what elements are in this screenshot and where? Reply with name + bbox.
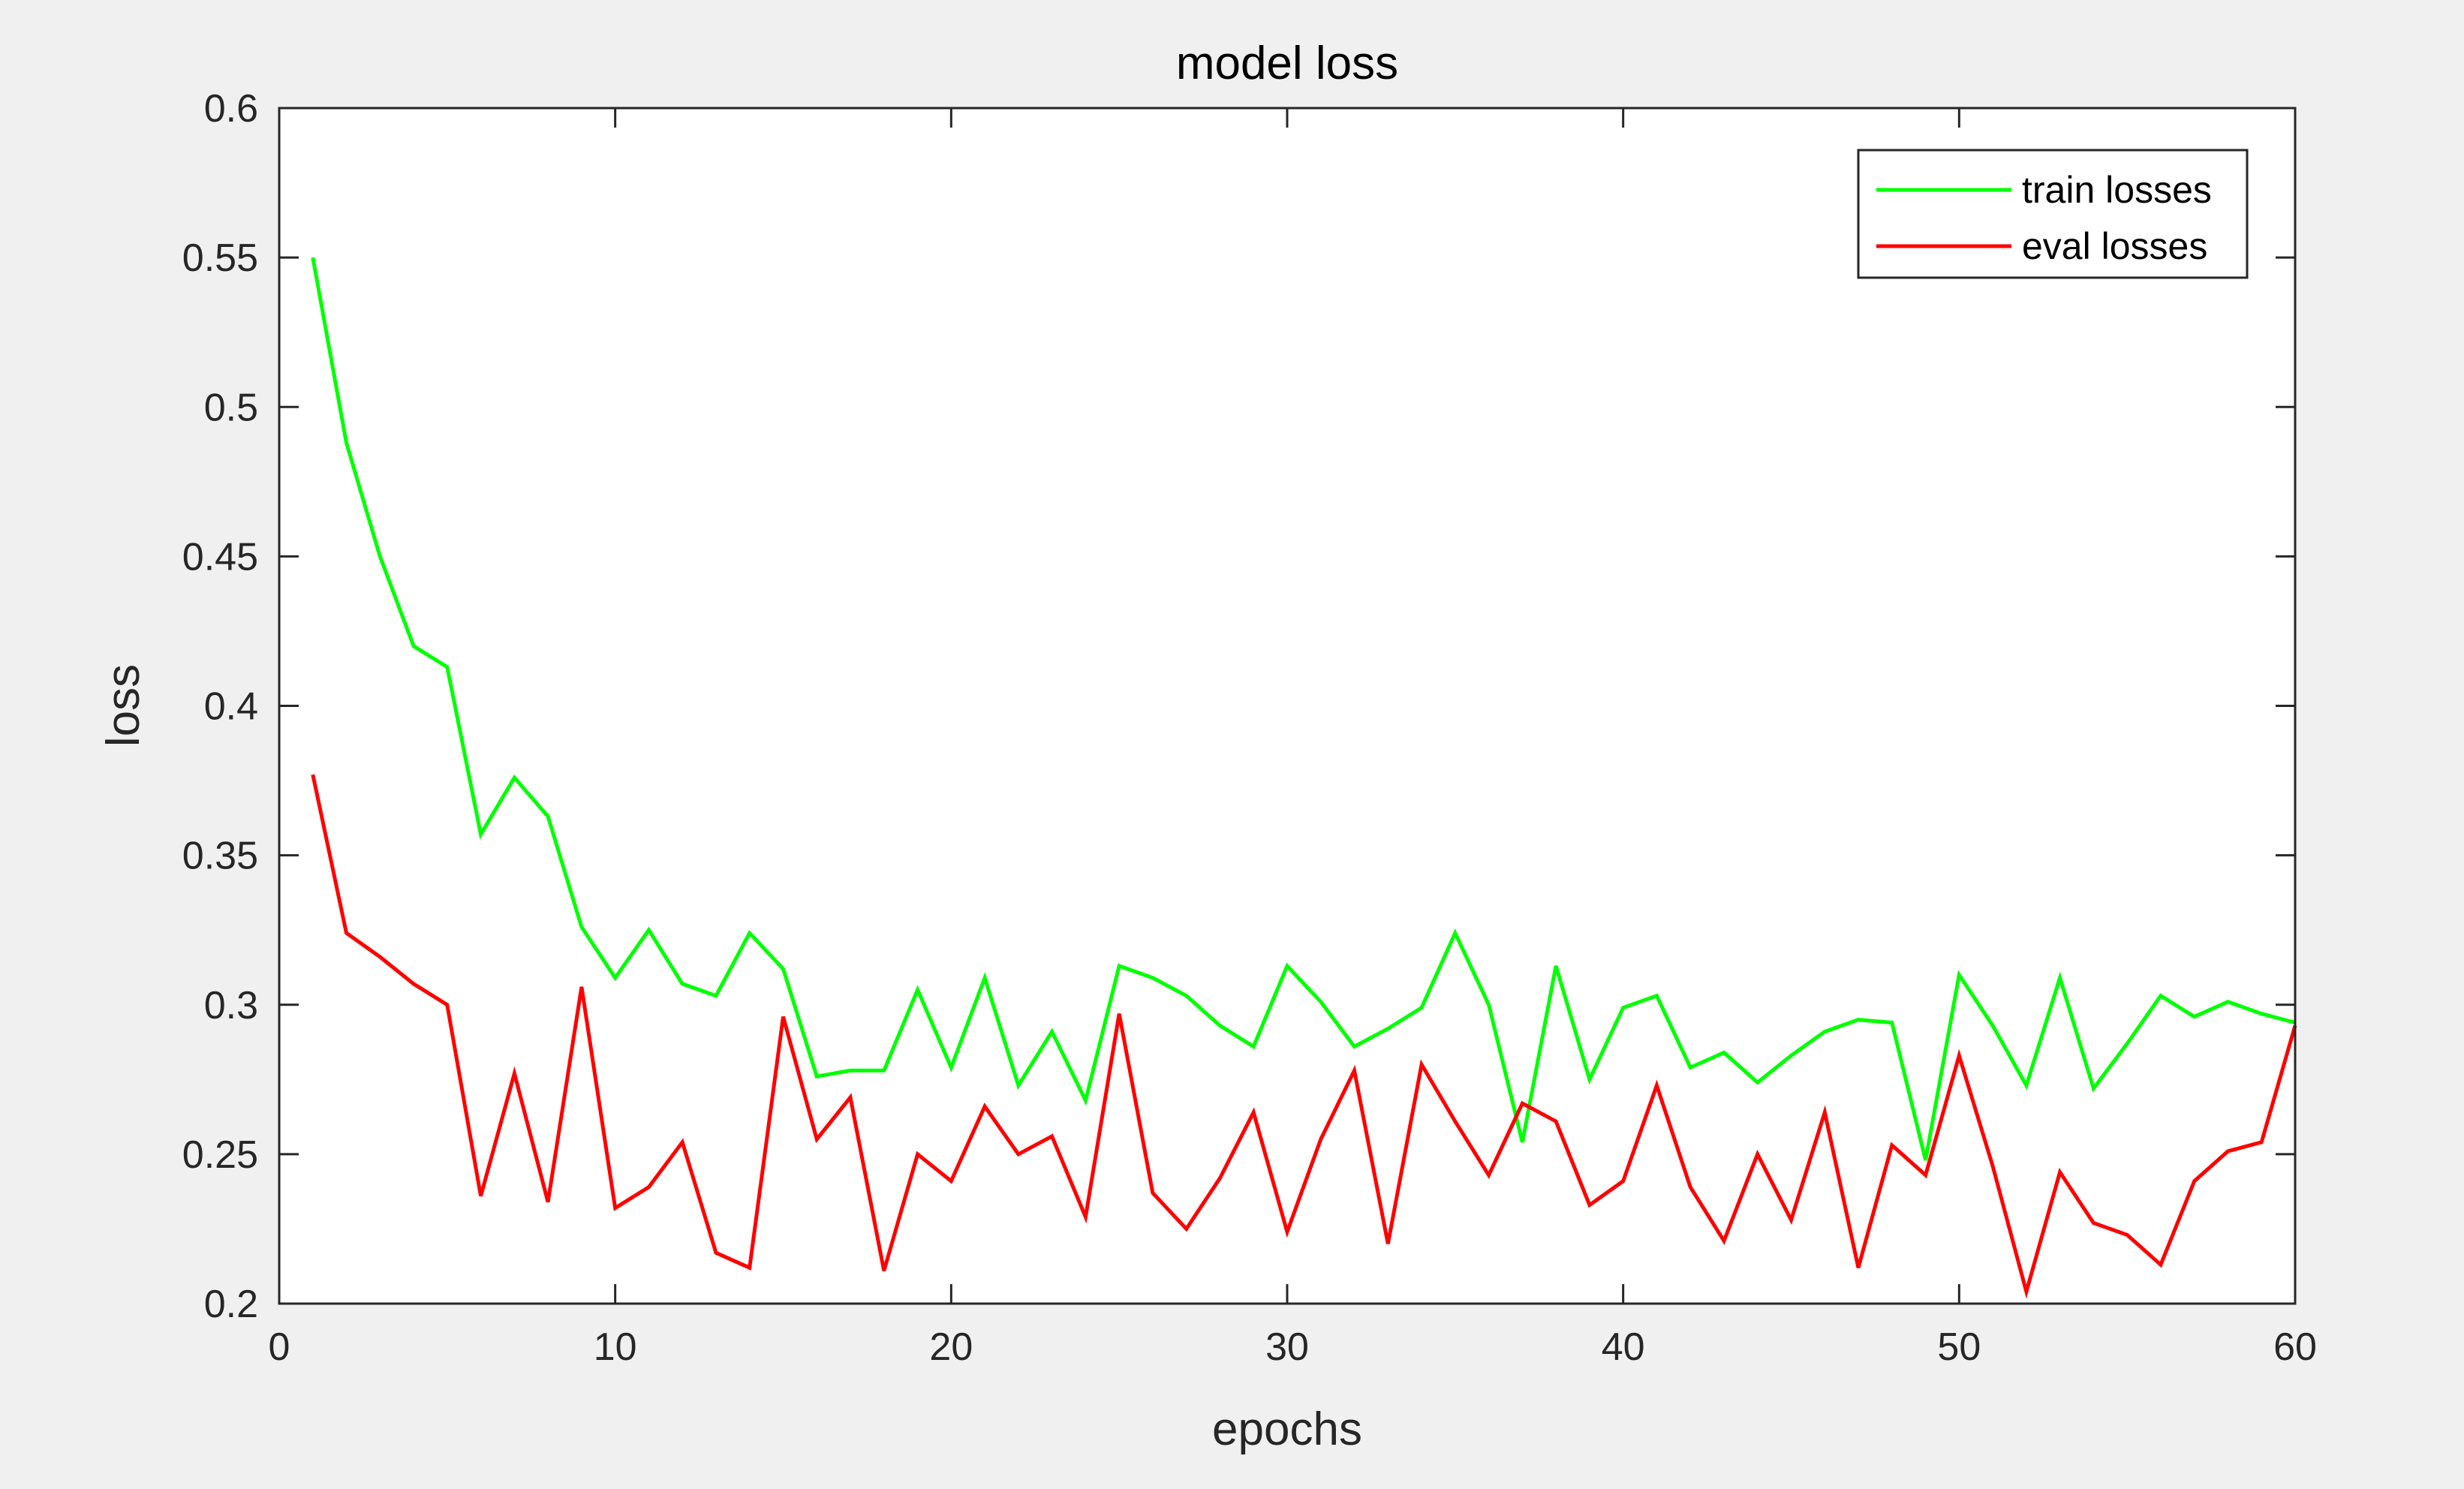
y-tick-label: 0.6 bbox=[204, 87, 258, 131]
y-axis-label: loss bbox=[98, 664, 149, 747]
plot-area bbox=[279, 108, 2295, 1304]
y-tick-label: 0.55 bbox=[182, 236, 258, 280]
series-line-train-losses bbox=[311, 257, 2296, 1161]
legend-label-eval-losses: eval losses bbox=[2022, 225, 2207, 267]
x-tick-label: 40 bbox=[1602, 1325, 1645, 1369]
chart-title: model loss bbox=[1176, 38, 1398, 89]
x-tick-label: 50 bbox=[1937, 1325, 1981, 1369]
x-tick-label: 20 bbox=[929, 1325, 973, 1369]
x-tick-label: 0 bbox=[269, 1325, 290, 1369]
series-layer bbox=[311, 257, 2297, 1299]
x-tick-label: 10 bbox=[594, 1325, 637, 1369]
y-tick-label: 0.3 bbox=[204, 984, 258, 1027]
x-tick-label: 60 bbox=[2273, 1325, 2317, 1369]
x-axis-label: epochs bbox=[1212, 1403, 1362, 1455]
legend-box bbox=[1857, 149, 2249, 279]
x-tick-label: 30 bbox=[1265, 1325, 1309, 1369]
series-line-eval-losses bbox=[311, 774, 2297, 1299]
y-tick-label: 0.2 bbox=[204, 1283, 258, 1326]
y-tick-label: 0.45 bbox=[182, 535, 258, 579]
tick-layer: 0 10 20 30 40 50 60 0.2 0.25 0.3 0.35 0.4 0.45 0.5 0.5… bbox=[182, 87, 2317, 1369]
y-tick-label: 0.4 bbox=[204, 685, 258, 729]
y-tick-label: 0.5 bbox=[204, 386, 258, 429]
legend: train losses eval losses bbox=[1857, 149, 2249, 279]
y-tick-label: 0.25 bbox=[182, 1133, 258, 1177]
y-tick-label: 0.35 bbox=[182, 835, 258, 878]
legend-label-train-losses: train losses bbox=[2022, 169, 2212, 211]
